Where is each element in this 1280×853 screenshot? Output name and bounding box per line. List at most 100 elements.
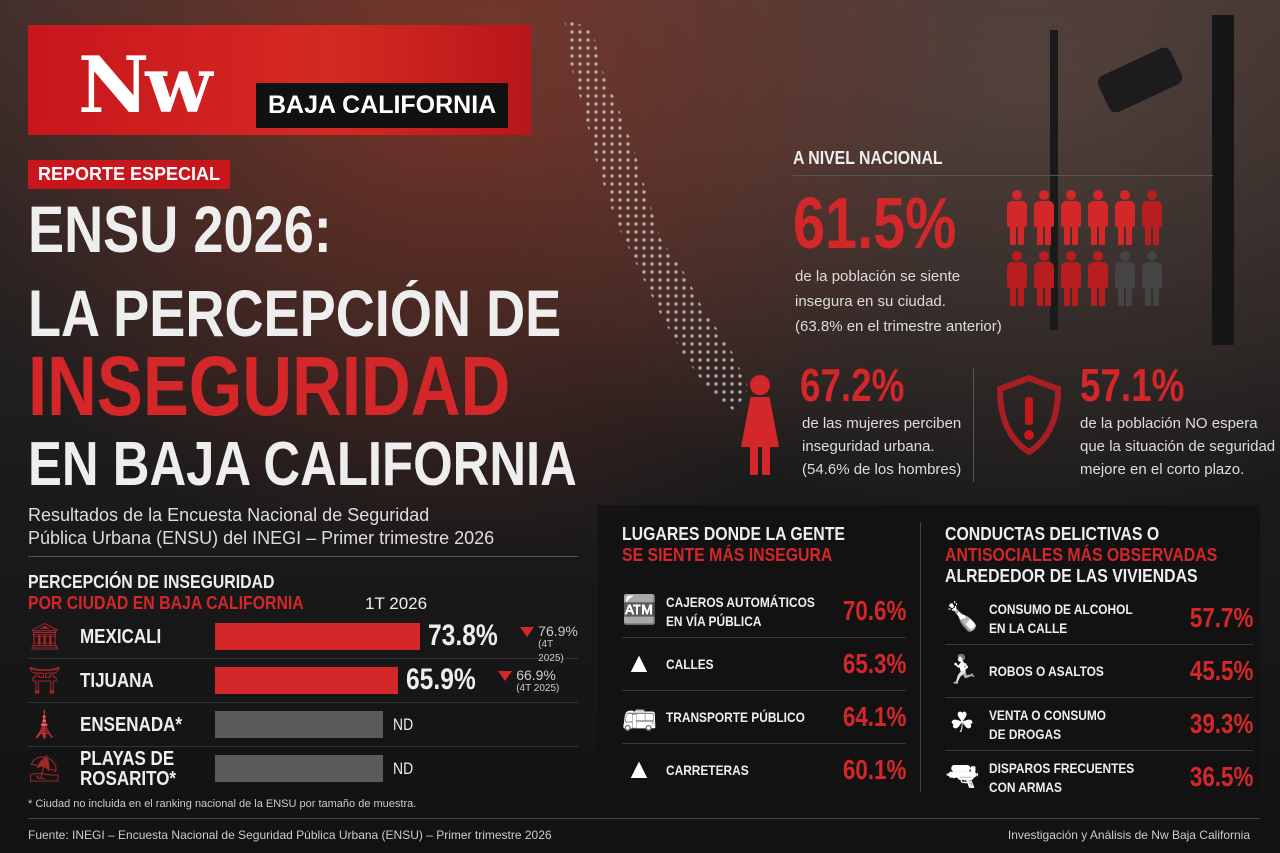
row-label-line: CON ARMAS — [989, 779, 1062, 795]
places-row: ▲ CARRETERAS 60.1% — [622, 744, 906, 797]
running-thief-icon: 🏃 — [945, 654, 980, 685]
city-row: ⛩ TIJUANA 65.9% 66.9% (4T 2025) — [28, 659, 578, 703]
city-name-line: PLAYAS DE — [80, 748, 175, 770]
row-label-line: CARRETERAS — [666, 762, 749, 778]
highway-icon: ▲ — [625, 753, 653, 784]
city-bar — [215, 711, 383, 738]
city-bar — [215, 755, 383, 782]
special-report-badge: REPORTE ESPECIAL — [28, 160, 231, 189]
row-label-line: TRANSPORTE PÚBLICO — [666, 709, 805, 725]
national-section: A NIVEL NACIONAL — [793, 148, 1213, 176]
title-line-4: EN BAJA CALIFORNIA — [28, 434, 577, 498]
row-value: 45.5% — [1189, 655, 1253, 686]
prev-value-number: 66.9% — [516, 667, 556, 683]
down-arrow-icon — [520, 627, 535, 637]
conducts-row: 🔫 DISPAROS FRECUENTES CON ARMAS 36.5% — [945, 751, 1253, 804]
subtitle-line-1: Resultados de la Encuesta Nacional de Se… — [28, 505, 430, 525]
prev-value: 76.9% (4T 2025) — [538, 624, 578, 666]
person-icon — [1086, 190, 1110, 246]
row-value: 70.6% — [842, 595, 906, 626]
row-value: 36.5% — [1189, 761, 1253, 792]
subtitle: Resultados de la Encuesta Nacional de Se… — [28, 504, 494, 550]
desc-line: (63.8% en el trimestre anterior) — [795, 318, 1002, 335]
lighthouse-icon: 🗼 — [28, 709, 61, 739]
national-main-desc: de la población se siente insegura en su … — [795, 264, 1002, 339]
prev-value-number: 76.9% — [538, 623, 578, 639]
divider — [28, 818, 1260, 819]
conducts-heading-3: ALREDEDOR DE LAS VIVIENDAS — [945, 566, 1198, 586]
footer-source: Fuente: INEGI – Encuesta Nacional de Seg… — [28, 828, 552, 842]
city-value: 65.9% — [406, 663, 476, 696]
city-section-heading: PERCEPCIÓN DE INSEGURIDAD POR CIUDAD EN B… — [28, 572, 304, 614]
person-icon — [1059, 251, 1083, 307]
desc-line: que la situación de seguridad — [1080, 438, 1276, 455]
row-label-line: CALLES — [666, 656, 714, 672]
row-label-line: DE DROGAS — [989, 726, 1062, 742]
row-label: ROBOS O ASALTOS — [989, 662, 1104, 681]
divider — [793, 175, 1213, 176]
person-icon — [1005, 190, 1029, 246]
city-row: 🗼 ENSENADA* ND — [28, 703, 578, 747]
places-row: 🚌 TRANSPORTE PÚBLICO 64.1% — [622, 691, 906, 744]
places-row: 🏧 CAJEROS AUTOMÁTICOS EN VÍA PÚBLICA 70.6… — [622, 585, 906, 638]
person-icon — [1140, 251, 1164, 307]
row-label-line: EN LA CALLE — [989, 620, 1068, 636]
conducts-heading-2: ANTISOCIALES MÁS OBSERVADAS — [945, 545, 1218, 565]
title-line-3: INSEGURIDAD — [28, 344, 511, 430]
national-main-value: 61.5% — [793, 184, 957, 264]
person-icon — [1032, 190, 1056, 246]
cannabis-leaf-icon: ☘ — [949, 707, 975, 738]
places-row: ▲ CALLES 65.3% — [622, 638, 906, 691]
divider — [920, 522, 921, 792]
person-icon — [1005, 251, 1029, 307]
row-label: CONSUMO DE ALCOHOL EN LA CALLE — [989, 600, 1133, 638]
city-bar — [215, 667, 399, 694]
conducts-heading: CONDUCTAS DELICTIVAS O ANTISOCIALES MÁS O… — [945, 524, 1217, 587]
places-heading-1: LUGARES DONDE LA GENTE — [622, 524, 845, 544]
row-value: 39.3% — [1189, 708, 1253, 739]
outlook-value: 57.1% — [1080, 359, 1185, 411]
prev-period: (4T 2025) — [538, 639, 564, 664]
arch-monument-icon: ⛩ — [28, 665, 62, 695]
women-value: 67.2% — [800, 359, 905, 411]
row-label: DISPAROS FRECUENTES CON ARMAS — [989, 759, 1134, 797]
shield-warning-icon — [996, 374, 1062, 460]
government-building-icon: 🏛 — [28, 621, 62, 651]
person-icon — [1059, 190, 1083, 246]
row-label: CARRETERAS — [666, 761, 749, 780]
row-value: 60.1% — [842, 754, 906, 785]
desc-line: mejore en el corto plazo. — [1080, 461, 1245, 478]
row-label-line: ROBOS O ASALTOS — [989, 663, 1104, 679]
row-label: CAJEROS AUTOMÁTICOS EN VÍA PÚBLICA — [666, 593, 815, 631]
row-label-line: DISPAROS FRECUENTES — [989, 760, 1135, 776]
outlook-desc: de la población NO espera que la situació… — [1080, 412, 1275, 481]
prev-value: 66.9% (4T 2025) — [516, 668, 559, 696]
row-label-line: VENTA O CONSUMO — [989, 707, 1107, 723]
city-row: 🏛 MEXICALI 73.8% 76.9% (4T 2025) — [28, 615, 578, 664]
divider — [28, 556, 578, 557]
conducts-heading-1: CONDUCTAS DELICTIVAS O — [945, 524, 1160, 544]
period-label: 1T 2026 — [365, 594, 428, 613]
places-heading: LUGARES DONDE LA GENTE SE SIENTE MÁS INSE… — [622, 524, 845, 566]
bottle-icon: 🍾 — [945, 601, 980, 632]
conducts-row: ☘ VENTA O CONSUMO DE DROGAS 39.3% — [945, 698, 1253, 751]
desc-line: de las mujeres perciben — [802, 415, 962, 432]
city-heading-1: PERCEPCIÓN DE INSEGURIDAD — [28, 572, 275, 592]
city-bar — [215, 623, 421, 650]
city-name: TIJUANA — [80, 670, 154, 692]
city-heading-2: POR CIUDAD EN BAJA CALIFORNIA — [28, 593, 304, 613]
city-name: ENSENADA* — [80, 714, 183, 736]
desc-line: inseguridad urbana. — [802, 438, 935, 455]
brand-logo-box: Nw BAJA CALIFORNIA — [28, 25, 531, 135]
brand-region: BAJA CALIFORNIA — [256, 83, 509, 128]
row-label: CALLES — [666, 655, 714, 674]
person-icon — [1113, 190, 1137, 246]
city-name: MEXICALI — [80, 626, 162, 648]
title-line-2: LA PERCEPCIÓN DE — [28, 280, 562, 348]
desc-line: de la población se siente — [795, 268, 961, 285]
city-value: ND — [393, 715, 414, 734]
road-icon: ▲ — [625, 647, 653, 678]
beach-umbrella-icon: ⛱ — [28, 753, 62, 783]
bus-icon: 🚌 — [622, 700, 657, 731]
camera-pole — [1212, 15, 1234, 345]
